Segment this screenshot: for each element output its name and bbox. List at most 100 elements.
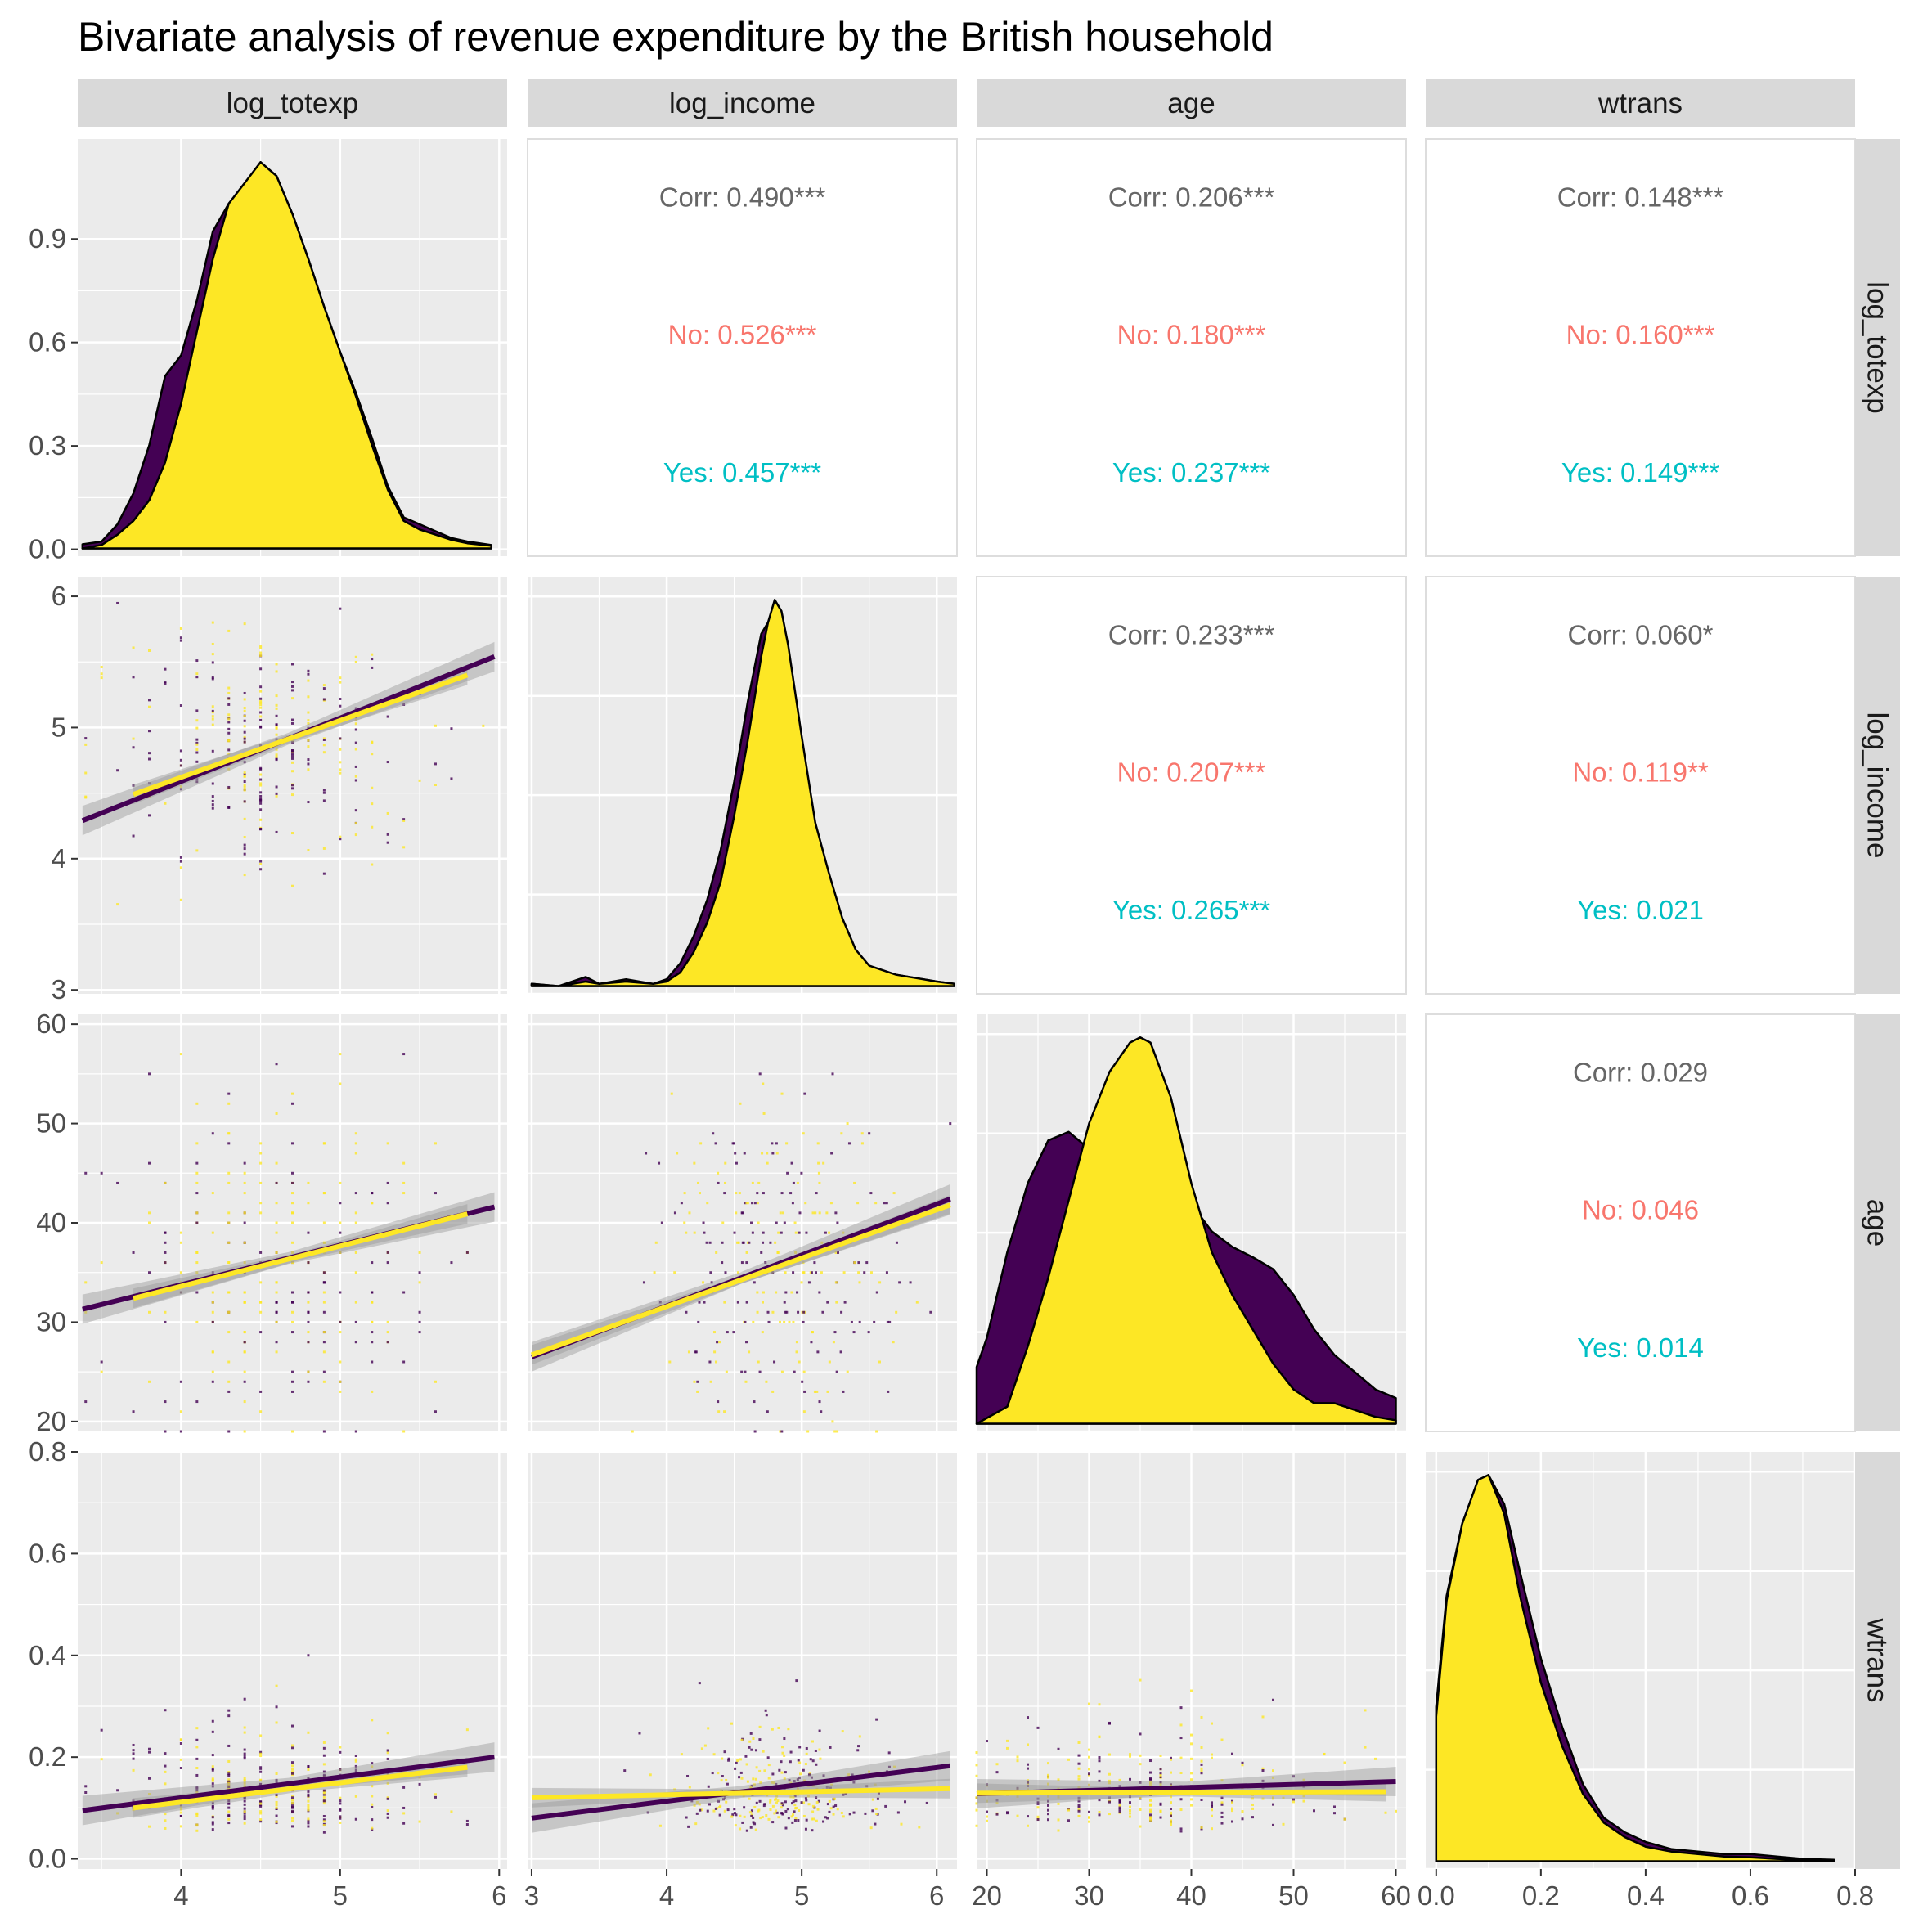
strip-right-wtrans: wtrans <box>1855 1452 1900 1869</box>
strip-label: wtrans <box>1862 1617 1894 1702</box>
data-point <box>784 1291 788 1294</box>
data-point <box>795 1350 798 1354</box>
data-point <box>1027 1815 1029 1818</box>
data-point <box>805 1746 808 1750</box>
data-point <box>868 1132 871 1135</box>
scatter-points <box>84 1654 469 1834</box>
data-point <box>307 849 310 852</box>
data-point <box>748 1740 752 1743</box>
data-point <box>179 1825 182 1828</box>
data-point <box>116 1181 119 1184</box>
data-point <box>227 785 231 789</box>
data-point <box>1129 1815 1131 1818</box>
data-point <box>1231 1820 1233 1823</box>
data-point <box>195 709 199 712</box>
data-point <box>1170 1807 1172 1810</box>
data-point <box>211 1380 214 1383</box>
data-point <box>195 1102 199 1105</box>
data-point <box>275 723 278 726</box>
data-point <box>851 1773 854 1777</box>
data-point <box>789 1781 793 1785</box>
data-point <box>259 798 263 801</box>
data-point <box>778 1768 781 1772</box>
data-point <box>307 758 310 762</box>
data-point <box>842 1390 845 1393</box>
data-point <box>787 1817 790 1820</box>
data-point <box>291 1171 294 1175</box>
data-point <box>259 654 263 658</box>
data-point <box>307 672 310 676</box>
data-point <box>1170 1801 1172 1804</box>
data-point <box>1118 1785 1121 1788</box>
data-point <box>132 1799 135 1803</box>
data-point <box>830 1152 833 1155</box>
x-tick-label: 4 <box>659 1880 674 1911</box>
data-point <box>307 1310 310 1314</box>
data-point <box>371 1795 374 1798</box>
data-point <box>1200 1763 1203 1766</box>
data-point <box>760 1251 763 1254</box>
data-point <box>291 1806 294 1809</box>
data-point <box>227 717 231 721</box>
panel-wtrans-log_totexp: 0.00.20.40.60.84 5 6 <box>29 1436 507 1911</box>
data-point <box>748 1241 751 1244</box>
data-point <box>1077 1805 1081 1808</box>
data-point <box>164 1709 167 1712</box>
data-point <box>767 1817 771 1821</box>
scatter-points <box>84 1053 469 1433</box>
x-tick-label: 4 <box>173 1880 188 1911</box>
data-point <box>871 1809 874 1813</box>
data-point <box>1149 1810 1152 1813</box>
data-point <box>712 1809 716 1813</box>
data-point <box>1139 1678 1142 1682</box>
data-point <box>822 1161 825 1165</box>
data-point <box>354 822 357 825</box>
data-point <box>798 1360 801 1364</box>
data-point <box>658 1161 661 1165</box>
data-point <box>771 1390 775 1393</box>
data-point <box>783 1320 786 1323</box>
data-point <box>775 1801 778 1804</box>
data-point <box>291 754 294 757</box>
data-point <box>386 715 389 718</box>
data-point <box>811 1740 814 1743</box>
data-point <box>243 1726 246 1729</box>
y-tick-label: 4 <box>52 843 66 874</box>
data-point <box>211 1802 214 1805</box>
data-point <box>874 1783 877 1786</box>
data-point <box>767 1777 771 1780</box>
data-point <box>1098 1770 1101 1773</box>
data-point <box>792 1271 795 1274</box>
data-point <box>243 1430 246 1433</box>
data-point <box>1077 1808 1081 1812</box>
data-point <box>354 1251 357 1254</box>
data-point <box>307 1822 310 1825</box>
data-point <box>402 819 406 822</box>
data-point <box>1179 1808 1183 1812</box>
data-point <box>757 1360 760 1364</box>
data-point <box>84 1400 88 1404</box>
data-point <box>100 1360 103 1364</box>
data-point <box>847 1773 851 1777</box>
data-point <box>803 1390 806 1393</box>
data-point <box>179 1410 182 1413</box>
data-point <box>783 1777 786 1781</box>
data-point <box>1098 1735 1101 1738</box>
data-point <box>195 676 199 679</box>
data-point <box>211 715 214 718</box>
data-point <box>371 658 374 661</box>
data-point <box>339 768 342 771</box>
data-point <box>227 1781 231 1785</box>
data-point <box>811 1810 815 1813</box>
y-tick-label: 0.6 <box>29 1538 66 1568</box>
data-point <box>1108 1796 1111 1799</box>
data-point <box>832 1341 835 1344</box>
data-point <box>354 1211 357 1215</box>
data-point <box>1159 1773 1162 1777</box>
data-point <box>179 1767 182 1770</box>
data-point <box>243 1755 246 1758</box>
data-point <box>291 663 294 666</box>
data-point <box>687 1825 690 1828</box>
data-point <box>275 1684 278 1687</box>
data-point <box>892 1765 896 1768</box>
